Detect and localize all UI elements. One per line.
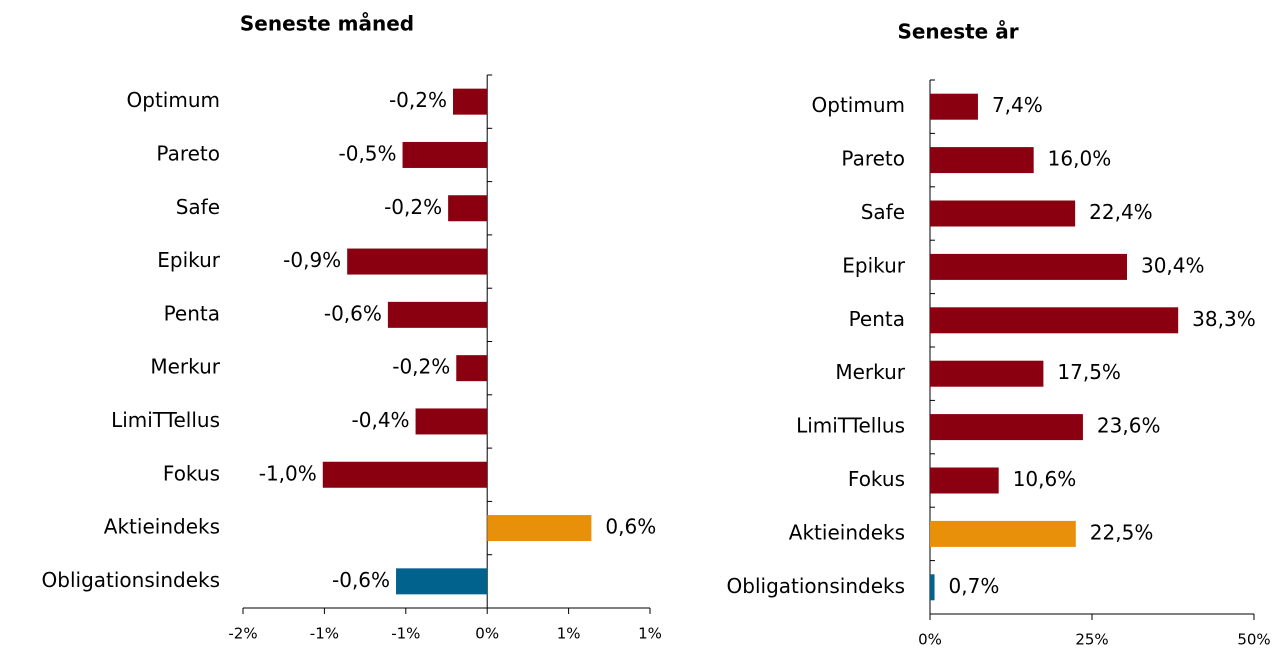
category-label: Epikur bbox=[157, 248, 221, 272]
category-label: Pareto bbox=[156, 141, 220, 165]
bar bbox=[456, 355, 488, 382]
bar bbox=[930, 520, 1076, 547]
category-label: Pareto bbox=[841, 147, 905, 171]
value-label: 17,5% bbox=[1057, 360, 1121, 384]
value-label: -0,2% bbox=[384, 195, 442, 219]
bar bbox=[322, 461, 488, 488]
x-tick-label: 50% bbox=[1237, 631, 1270, 649]
category-label: Obligationsindeks bbox=[42, 568, 220, 592]
value-label: -0,2% bbox=[389, 88, 447, 112]
category-label: LimiTTellus bbox=[796, 414, 905, 438]
value-label: 22,5% bbox=[1090, 520, 1154, 544]
value-label: 16,0% bbox=[1048, 147, 1112, 171]
category-label: Obligationsindeks bbox=[727, 574, 905, 598]
category-label: Merkur bbox=[150, 355, 220, 379]
value-label: 23,6% bbox=[1097, 414, 1161, 438]
bar bbox=[930, 93, 978, 120]
category-label: Epikur bbox=[842, 253, 906, 277]
bar bbox=[930, 253, 1127, 280]
category-label: Optimum bbox=[127, 88, 220, 112]
x-tick-label: 0% bbox=[475, 625, 499, 643]
value-label: -0,2% bbox=[392, 355, 450, 379]
bar bbox=[396, 568, 488, 595]
x-tick-label: -1% bbox=[310, 625, 339, 643]
value-label: -0,4% bbox=[352, 408, 410, 432]
value-label: 7,4% bbox=[992, 93, 1043, 117]
bar bbox=[487, 515, 592, 542]
category-label: Fokus bbox=[848, 467, 905, 491]
bar bbox=[453, 88, 488, 115]
bar bbox=[415, 408, 488, 435]
x-tick-label: 25% bbox=[1075, 631, 1108, 649]
bar bbox=[448, 195, 488, 222]
category-label: Fokus bbox=[163, 461, 220, 485]
category-label: Aktieindeks bbox=[789, 520, 905, 544]
bar bbox=[930, 467, 999, 494]
chart-title: Seneste år bbox=[897, 20, 1018, 44]
value-label: 30,4% bbox=[1141, 253, 1205, 277]
x-tick-label: 1% bbox=[638, 625, 662, 643]
category-label: Aktieindeks bbox=[104, 515, 220, 539]
x-tick-label: 0% bbox=[918, 631, 942, 649]
value-label: 22,4% bbox=[1089, 200, 1153, 224]
bar bbox=[930, 147, 1034, 174]
x-tick-label: -2% bbox=[228, 625, 257, 643]
category-label: Safe bbox=[861, 200, 905, 224]
value-label: 0,6% bbox=[605, 515, 656, 539]
bar bbox=[930, 414, 1083, 441]
value-label: 10,6% bbox=[1013, 467, 1077, 491]
bar bbox=[930, 307, 1179, 334]
value-label: 38,3% bbox=[1192, 307, 1256, 331]
category-label: Merkur bbox=[835, 360, 905, 384]
bar bbox=[930, 200, 1076, 227]
value-label: -0,6% bbox=[324, 301, 382, 325]
value-label: -0,9% bbox=[283, 248, 341, 272]
chart-title: Seneste måned bbox=[240, 12, 414, 36]
bar bbox=[402, 141, 488, 168]
category-label: Safe bbox=[176, 195, 220, 219]
x-tick-label: -1% bbox=[391, 625, 420, 643]
category-label: Optimum bbox=[812, 93, 905, 117]
category-label: LimiTTellus bbox=[111, 408, 220, 432]
value-label: -0,5% bbox=[339, 141, 397, 165]
value-label: 0,7% bbox=[949, 574, 1000, 598]
x-tick-label: 1% bbox=[557, 625, 581, 643]
bar bbox=[930, 360, 1044, 387]
bar bbox=[387, 301, 488, 328]
category-label: Penta bbox=[849, 307, 905, 331]
category-label: Penta bbox=[164, 301, 220, 325]
value-label: -1,0% bbox=[259, 461, 317, 485]
bar bbox=[930, 574, 935, 601]
value-label: -0,6% bbox=[332, 568, 390, 592]
bar bbox=[347, 248, 488, 275]
